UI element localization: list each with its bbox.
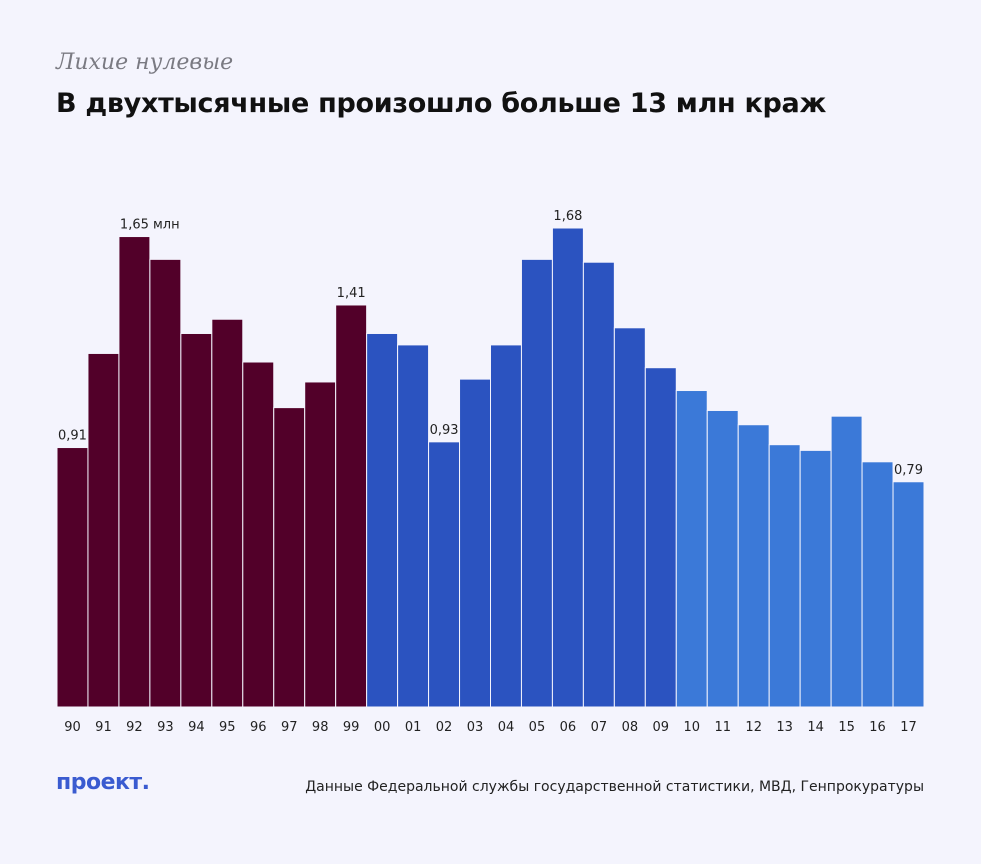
x-tick-label: 93: [157, 720, 174, 735]
x-tick-label: 15: [838, 720, 855, 735]
data-label-92: 1,65 млн: [120, 218, 180, 233]
bar-17: [892, 481, 925, 708]
x-tick-label: 99: [343, 720, 360, 735]
x-tick-label: 04: [498, 720, 515, 735]
data-label-99: 1,41: [337, 286, 366, 301]
bar-99: [335, 304, 368, 708]
data-source-note: Данные Федеральной службы государственно…: [305, 779, 924, 795]
bar-90: [56, 447, 89, 708]
data-label-90: 0,91: [58, 429, 87, 444]
x-tick-label: 17: [900, 720, 917, 735]
x-tick-label: 06: [560, 720, 577, 735]
brand-logo: проект.: [56, 770, 150, 795]
x-tick-label: 97: [281, 720, 298, 735]
bar-14: [799, 449, 832, 708]
x-tick-label: 92: [126, 720, 143, 735]
bar-97: [273, 407, 306, 708]
x-tick-label: 09: [653, 720, 670, 735]
x-tick-label: 98: [312, 720, 329, 735]
bar-10: [675, 390, 708, 708]
chart-kicker: Лихие нулевые: [56, 50, 234, 75]
bar-00: [366, 332, 399, 708]
x-tick-label: 03: [467, 720, 484, 735]
bar-01: [397, 344, 430, 708]
x-tick-label: 11: [714, 720, 731, 735]
x-tick-label: 14: [807, 720, 824, 735]
x-tick-label: 00: [374, 720, 391, 735]
x-tick-label: 94: [188, 720, 205, 735]
x-tick-label: 07: [591, 720, 608, 735]
bar-06: [551, 227, 584, 708]
x-tick-label: 96: [250, 720, 267, 735]
data-label-17: 0,79: [894, 463, 923, 478]
x-tick-label: 02: [436, 720, 453, 735]
data-label-06: 1,68: [553, 209, 582, 224]
bar-95: [211, 318, 244, 708]
bar-05: [520, 258, 553, 708]
bar-16: [861, 461, 894, 708]
bar-98: [304, 381, 337, 708]
bar-11: [706, 409, 739, 708]
x-tick-label: 16: [869, 720, 886, 735]
bar-15: [830, 415, 863, 708]
x-tick-label: 08: [622, 720, 639, 735]
bar-13: [768, 444, 801, 708]
bar-02: [428, 441, 461, 708]
bar-92: [118, 236, 151, 708]
data-label-02: 0,93: [430, 423, 459, 438]
x-tick-label: 13: [776, 720, 793, 735]
x-tick-label: 05: [529, 720, 546, 735]
x-tick-label: 10: [683, 720, 700, 735]
x-tick-label: 90: [64, 720, 81, 735]
x-tick-label: 95: [219, 720, 236, 735]
bar-12: [737, 424, 770, 708]
bar-03: [459, 378, 492, 708]
bar-91: [87, 352, 120, 708]
x-tick-label: 01: [405, 720, 422, 735]
x-tick-label: 12: [745, 720, 762, 735]
chart-title: В двухтысячные произошло больше 13 млн к…: [56, 88, 827, 119]
bar-94: [180, 332, 213, 708]
x-tick-label: 91: [95, 720, 112, 735]
bar-08: [613, 327, 646, 708]
bar-93: [149, 258, 182, 708]
bar-07: [582, 261, 615, 708]
bar-09: [644, 367, 677, 708]
bar-04: [490, 344, 522, 708]
bar-96: [242, 361, 275, 708]
